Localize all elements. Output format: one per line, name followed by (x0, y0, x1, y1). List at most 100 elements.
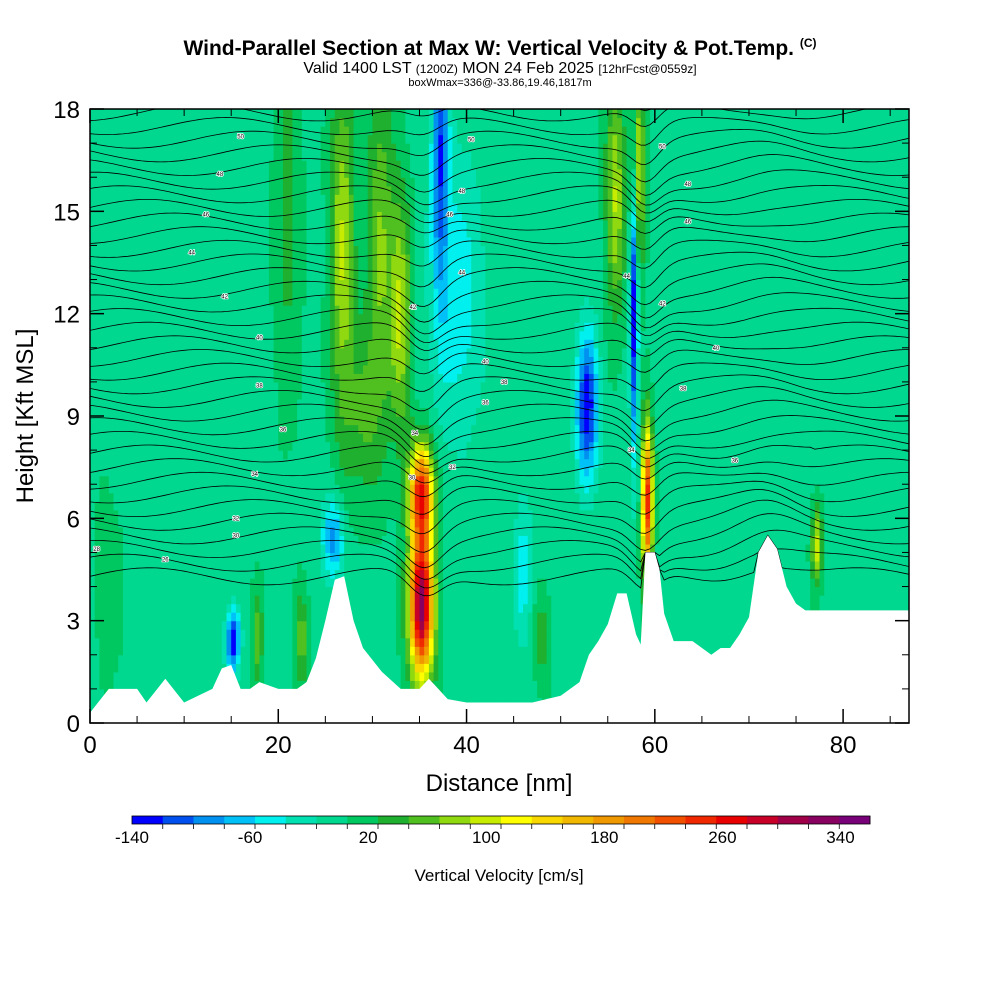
field-cell (268, 654, 275, 664)
field-cell (386, 526, 392, 536)
field-cell (372, 458, 378, 468)
field-cell (405, 629, 411, 639)
field-cell (118, 475, 124, 485)
field-cell (231, 603, 237, 613)
field-cell (155, 126, 162, 136)
field-cell (353, 450, 359, 460)
field-cell (212, 586, 218, 596)
field-cell (320, 126, 326, 136)
field-cell (358, 236, 364, 247)
field-cell (363, 339, 369, 349)
field-cell (377, 484, 383, 494)
field-cell (311, 467, 317, 477)
field-cell (193, 194, 199, 204)
field-cell (306, 467, 312, 477)
field-cell (108, 501, 115, 511)
field-cell (268, 381, 275, 392)
field-cell (240, 313, 246, 323)
field-cell (94, 646, 101, 656)
field-cell (410, 228, 416, 238)
field-cell (339, 271, 345, 281)
field-cell (358, 288, 364, 298)
field-cell (391, 467, 397, 477)
field-cell (391, 433, 397, 443)
field-cell (391, 347, 397, 357)
field-cell (250, 330, 256, 340)
field-cell (400, 194, 406, 204)
field-cell (381, 219, 388, 229)
field-cell (292, 424, 298, 434)
field-cell (282, 279, 289, 289)
field-cell (202, 381, 209, 392)
field-cell (99, 680, 105, 690)
field-cell (405, 424, 411, 434)
field-cell (146, 458, 152, 468)
field-cell (212, 211, 218, 221)
field-cell (118, 219, 124, 229)
field-cell (94, 569, 101, 579)
field-cell (155, 552, 162, 562)
field-cell (94, 441, 101, 451)
field-cell (278, 356, 284, 366)
field-cell (273, 177, 279, 187)
field-cell (141, 569, 148, 579)
field-cell (264, 552, 270, 562)
field-cell (377, 458, 383, 468)
field-cell (344, 151, 350, 161)
field-cell (245, 586, 251, 596)
field-cell (146, 416, 152, 426)
field-cell (141, 637, 148, 647)
field-cell (372, 484, 378, 494)
field-cell (104, 356, 110, 366)
field-cell (202, 433, 209, 443)
field-cell (245, 416, 251, 426)
field-cell (282, 271, 289, 281)
field-cell (155, 441, 162, 451)
field-cell (339, 262, 345, 272)
field-cell (231, 629, 237, 639)
field-cell (334, 458, 341, 468)
field-cell (221, 526, 228, 536)
field-cell (221, 202, 228, 212)
field-cell (231, 236, 237, 247)
field-cell (207, 509, 213, 519)
field-cell (339, 433, 345, 443)
field-cell (348, 578, 355, 588)
field-cell (372, 185, 378, 195)
field-cell (108, 219, 115, 229)
field-cell (104, 416, 110, 426)
field-cell (217, 373, 223, 383)
field-cell (235, 143, 242, 153)
field-cell (273, 637, 279, 647)
field-cell (207, 364, 213, 374)
field-cell (395, 416, 402, 426)
field-cell (264, 569, 270, 579)
field-cell (377, 202, 383, 212)
field-cell (207, 211, 213, 221)
field-cell (377, 322, 383, 332)
field-cell (179, 637, 185, 647)
field-cell (405, 126, 411, 136)
field-cell (146, 185, 152, 195)
field-cell (273, 253, 279, 264)
field-cell (292, 288, 298, 298)
field-cell (108, 552, 115, 562)
field-cell (235, 492, 242, 502)
field-cell (99, 612, 105, 622)
field-cell (160, 518, 166, 528)
field-cell (212, 612, 218, 622)
field-cell (268, 305, 275, 315)
field-cell (292, 330, 298, 340)
field-cell (104, 279, 110, 289)
field-cell (264, 185, 270, 195)
field-cell (160, 211, 166, 221)
field-cell (386, 595, 392, 605)
field-cell (367, 390, 374, 400)
field-cell (358, 501, 364, 511)
field-cell (301, 109, 308, 119)
field-cell (273, 569, 279, 579)
field-cell (414, 671, 421, 681)
field-cell (381, 535, 388, 545)
field-cell (334, 509, 341, 519)
field-cell (306, 305, 312, 315)
